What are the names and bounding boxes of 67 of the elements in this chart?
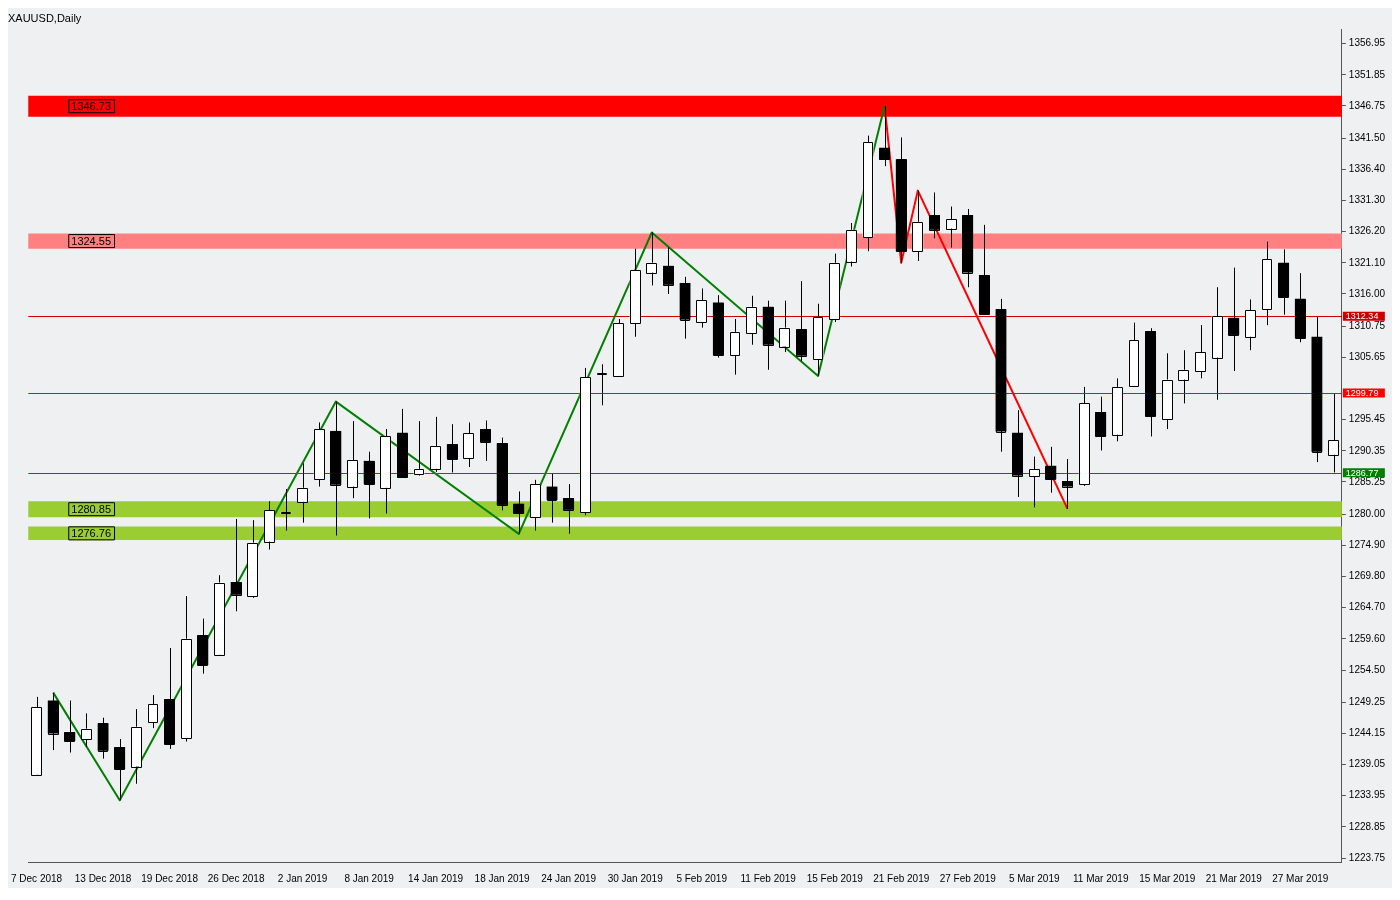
x-tick-label: 15 Feb 2019 [806,872,864,884]
y-tick-label: 1326.20 [1348,225,1386,237]
y-tick-label: 1259.60 [1348,632,1386,644]
y-tick-label: 1249.25 [1348,695,1386,707]
x-tick-label: 18 Jan 2019 [474,872,531,884]
y-tick-label: 1321.10 [1348,256,1386,268]
x-tick-label: 7 Dec 2018 [11,872,63,884]
x-tick-label: 2 Jan 2019 [277,872,328,884]
candlestick [413,420,425,477]
band-label: 1324.55 [71,234,112,247]
y-tick-label: 1285.25 [1348,475,1386,487]
x-tick-label: 5 Feb 2019 [676,872,728,884]
y-tick-label: 1290.35 [1348,444,1386,456]
x-tick-label: 5 Mar 2019 [1008,872,1060,884]
candlestick [446,423,458,473]
candlestick [1028,456,1040,508]
x-tick-label: 8 Jan 2019 [344,872,395,884]
x-tick-label: 13 Dec 2018 [74,872,132,884]
y-tick-label: 1331.30 [1348,194,1386,206]
x-tick-label: 21 Feb 2019 [873,872,930,884]
candlestick [513,490,525,535]
y-tick-label: 1341.50 [1348,131,1386,143]
ref-line-label: 1286.77 [1345,467,1379,478]
y-tick-label: 1305.65 [1348,350,1386,362]
x-tick-label: 11 Mar 2019 [1073,872,1129,884]
candlestick [363,451,375,519]
y-tick-label: 1316.00 [1348,287,1386,299]
y-tick-label: 1280.00 [1348,507,1386,519]
y-tick-label: 1274.90 [1348,539,1386,551]
y-tick-label: 1223.75 [1348,851,1386,863]
candlestick [597,363,607,406]
y-tick-label: 1244.15 [1348,727,1386,739]
y-tick-label: 1269.80 [1348,570,1386,582]
band-label: 1276.76 [71,526,112,539]
band-label: 1280.85 [71,502,112,515]
candlestick [114,738,126,801]
y-tick-label: 1228.85 [1348,820,1386,832]
y-tick-label: 1264.70 [1348,601,1386,613]
x-tick-label: 11 Feb 2019 [740,872,797,884]
y-tick-label: 1310.75 [1348,319,1386,331]
candlestick [729,318,741,376]
chart-title: XAUUSD,Daily [8,11,82,24]
ref-line-label: 1299.79 [1345,388,1379,399]
x-tick-label: 30 Jan 2019 [607,872,664,884]
x-tick-label: 26 Dec 2018 [207,872,265,884]
y-tick-label: 1254.50 [1348,663,1386,675]
x-tick-label: 27 Mar 2019 [1272,872,1329,884]
candlestick [81,712,92,748]
x-tick-label: 21 Mar 2019 [1205,872,1263,884]
candlestick [1045,446,1057,494]
y-tick-label: 1351.85 [1348,68,1386,80]
y-tick-label: 1295.45 [1348,413,1386,425]
x-tick-label: 27 Feb 2019 [939,872,997,884]
candlestick [696,287,708,329]
y-tick-label: 1356.95 [1348,37,1386,49]
y-tick-label: 1239.05 [1348,758,1386,770]
x-tick-label: 15 Mar 2019 [1139,872,1196,884]
ref-line-label: 1312.34 [1345,311,1379,322]
band-label: 1346.73 [71,99,112,112]
x-tick-label: 24 Jan 2019 [541,872,597,884]
candlestick [879,105,890,167]
candlestick [280,488,292,532]
x-tick-label: 14 Jan 2019 [408,872,464,884]
x-tick-label: 19 Dec 2018 [141,872,199,884]
y-tick-label: 1233.95 [1348,789,1386,801]
y-tick-label: 1346.75 [1348,99,1386,111]
y-tick-label: 1336.40 [1348,162,1386,174]
